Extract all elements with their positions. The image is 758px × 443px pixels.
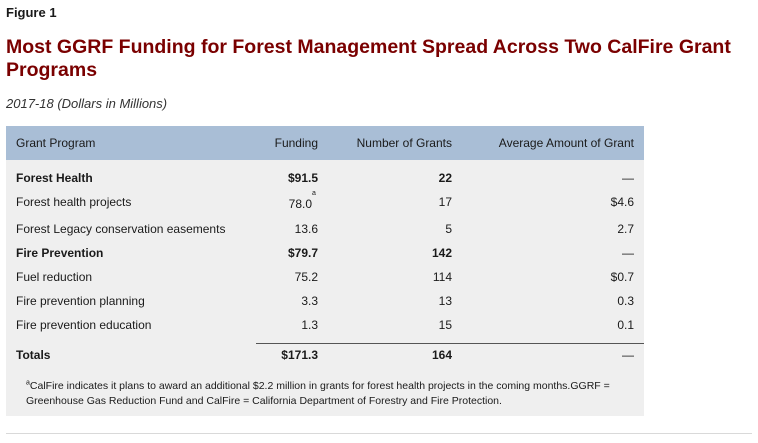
bottom-divider: [6, 433, 752, 434]
figure-label: Figure 1: [6, 5, 57, 20]
table-row-average: $0.7: [610, 270, 634, 284]
table-row-funding: $91.5: [287, 171, 318, 185]
table-row-grants: 142: [431, 246, 452, 260]
table-row-grants: 17: [438, 195, 452, 209]
table-row-program: Fire prevention planning: [16, 294, 145, 308]
footnote: aCalFire indicates it plans to award an …: [26, 379, 636, 409]
header-grant-program: Grant Program: [16, 136, 96, 150]
table-row-funding: 13.6: [294, 222, 318, 236]
table-row-grants: 13: [438, 294, 452, 308]
totals-label: Totals: [16, 348, 51, 362]
table-row-program: Fuel reduction: [16, 270, 93, 284]
totals-grants: 164: [431, 348, 452, 362]
table-row-average: 0.1: [617, 318, 634, 332]
grant-table: Grant Program Funding Number of Grants A…: [6, 126, 644, 416]
totals-divider: [256, 343, 644, 344]
table-row-average: 0.3: [617, 294, 634, 308]
header-average-amount: Average Amount of Grant: [498, 136, 634, 150]
footnote-marker: a: [26, 379, 30, 387]
table-row-funding: $79.7: [287, 246, 318, 260]
table-row-average: 2.7: [617, 222, 634, 236]
table-row-program: Fire Prevention: [16, 246, 104, 260]
header-number-of-grants: Number of Grants: [356, 136, 452, 150]
table-row-grants: 22: [438, 171, 452, 185]
table-row-funding: 1.3: [301, 318, 318, 332]
table-row-program: Fire prevention education: [16, 318, 152, 332]
table-row-grants: 5: [445, 222, 452, 236]
table-row-average: —: [622, 171, 634, 185]
table-row-grants: 114: [432, 270, 452, 284]
table-row-average: $4.6: [610, 195, 634, 209]
totals-average: —: [622, 348, 634, 362]
table-row-program: Forest Health: [16, 171, 93, 185]
figure-subtitle: 2017-18 (Dollars in Millions): [6, 96, 168, 111]
table-row-program: Forest Legacy conservation easements: [16, 222, 226, 236]
totals-funding: $171.3: [281, 348, 318, 362]
figure-title: Most GGRF Funding for Forest Management …: [6, 36, 731, 81]
header-funding: Funding: [274, 136, 318, 150]
table-row-funding: 78.0: [288, 197, 312, 211]
table-row-funding: 75.2: [294, 270, 318, 284]
footnote-text: CalFire indicates it plans to award an a…: [26, 380, 610, 407]
table-row-grants: 15: [438, 318, 452, 332]
table-row-average: —: [622, 246, 634, 260]
table-row-program: Forest health projects: [16, 195, 132, 209]
table-row-funding: 3.3: [301, 294, 318, 308]
table-header: Grant Program Funding Number of Grants A…: [6, 126, 644, 160]
